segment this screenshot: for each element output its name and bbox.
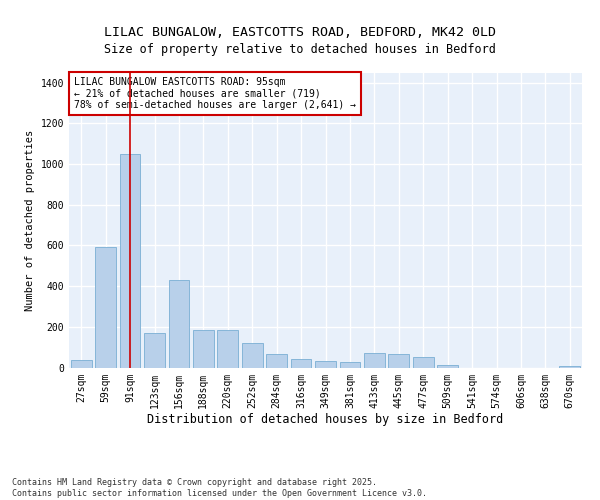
Bar	[144, 333, 165, 368]
Bar	[559, 366, 580, 368]
Bar	[290, 360, 311, 368]
Bar	[388, 354, 409, 368]
Bar	[413, 358, 434, 368]
Bar	[71, 360, 92, 368]
Bar	[242, 343, 263, 367]
Text: LILAC BUNGALOW, EASTCOTTS ROAD, BEDFORD, MK42 0LD: LILAC BUNGALOW, EASTCOTTS ROAD, BEDFORD,…	[104, 26, 496, 39]
Bar	[266, 354, 287, 368]
Bar	[217, 330, 238, 368]
X-axis label: Distribution of detached houses by size in Bedford: Distribution of detached houses by size …	[148, 413, 503, 426]
Bar	[193, 330, 214, 368]
Y-axis label: Number of detached properties: Number of detached properties	[25, 130, 35, 310]
Text: Size of property relative to detached houses in Bedford: Size of property relative to detached ho…	[104, 44, 496, 57]
Bar	[364, 354, 385, 368]
Text: Contains HM Land Registry data © Crown copyright and database right 2025.
Contai: Contains HM Land Registry data © Crown c…	[12, 478, 427, 498]
Bar	[95, 248, 116, 368]
Bar	[437, 366, 458, 368]
Text: LILAC BUNGALOW EASTCOTTS ROAD: 95sqm
← 21% of detached houses are smaller (719)
: LILAC BUNGALOW EASTCOTTS ROAD: 95sqm ← 2…	[74, 77, 356, 110]
Bar	[315, 362, 336, 368]
Bar	[119, 154, 140, 368]
Bar	[169, 280, 190, 368]
Bar	[340, 362, 361, 368]
